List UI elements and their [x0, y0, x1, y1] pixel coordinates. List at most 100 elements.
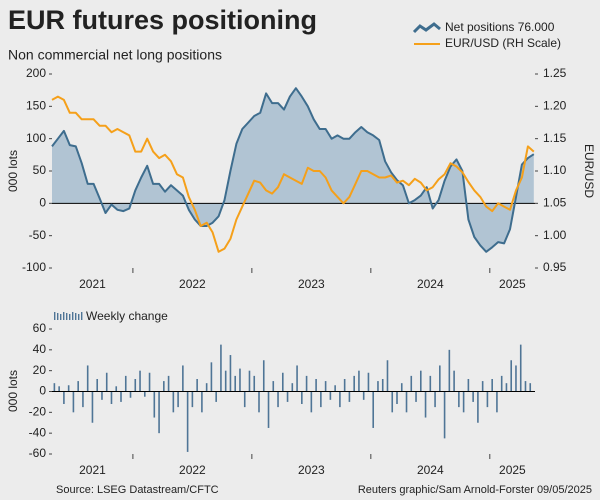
bar — [281, 372, 284, 392]
legend-label: Net positions 76.000 — [445, 20, 555, 34]
bar — [101, 391, 103, 400]
bar — [77, 381, 79, 392]
bar — [439, 365, 441, 392]
y-tick-label: -20 — [29, 405, 47, 419]
bar — [215, 391, 217, 402]
bar — [167, 375, 170, 392]
x-tick-label: 2022 — [179, 277, 206, 291]
y-tick-label: 20 — [33, 363, 47, 377]
bar — [462, 391, 465, 413]
bar — [458, 391, 460, 408]
bar — [105, 372, 108, 392]
bar — [405, 391, 408, 413]
legend-label: EUR/USD (RH Scale) — [445, 36, 561, 50]
bar — [400, 383, 403, 392]
y2-tick-label: 1.05 — [543, 196, 567, 210]
bar — [334, 385, 336, 392]
y2-axis-label: EUR/USD — [582, 144, 596, 198]
bar — [310, 391, 313, 413]
source: Source: LSEG Datastream/CFTC — [56, 484, 219, 496]
y-tick-label: -60 — [29, 446, 47, 460]
legend-swatch — [57, 313, 59, 320]
bar — [324, 381, 327, 392]
chart-title: EUR futures positioning — [8, 5, 317, 35]
bar — [120, 391, 122, 402]
bar — [139, 370, 141, 392]
bar — [163, 381, 165, 392]
bar — [134, 379, 137, 392]
x-tick-label: 2021 — [79, 277, 106, 291]
line — [51, 95, 535, 253]
bar — [429, 375, 432, 392]
bar — [448, 349, 451, 392]
bar — [148, 372, 151, 392]
bar — [115, 386, 118, 392]
bar — [396, 391, 398, 404]
bar — [343, 379, 346, 392]
bar — [362, 391, 365, 400]
bar — [410, 375, 413, 392]
bar — [515, 365, 517, 392]
legend-swatch — [75, 313, 77, 320]
bar — [258, 391, 260, 413]
bar — [91, 391, 94, 423]
bar — [510, 360, 513, 392]
bar — [386, 360, 389, 392]
y-tick-label: 150 — [26, 99, 46, 113]
bar — [129, 391, 132, 398]
bar — [86, 365, 89, 392]
bar — [234, 375, 237, 392]
bar — [320, 391, 322, 408]
bar — [472, 391, 474, 402]
bar — [143, 391, 146, 397]
bar — [124, 375, 127, 392]
x-tick-label: 2023 — [298, 463, 325, 477]
bar — [58, 386, 60, 392]
y-axis-label: 000 lots — [6, 370, 20, 412]
bar — [500, 375, 503, 392]
bar — [486, 391, 489, 408]
bar — [415, 391, 417, 402]
y2-tick-label: 1.00 — [543, 228, 567, 242]
y2-tick-label: 1.20 — [543, 99, 567, 113]
bar — [419, 370, 422, 392]
bar — [96, 379, 99, 392]
legend-swatch — [69, 314, 71, 320]
bar — [110, 391, 113, 404]
bar — [443, 391, 446, 439]
bar — [72, 391, 75, 413]
x-tick-label: 2025 — [499, 463, 526, 477]
bar — [505, 383, 508, 392]
y2-tick-label: 1.25 — [543, 66, 567, 80]
bar — [267, 391, 270, 428]
bar — [158, 391, 160, 434]
bar — [248, 370, 251, 392]
bar — [53, 383, 56, 392]
bar — [186, 391, 189, 452]
bar — [177, 391, 179, 408]
bar — [262, 360, 265, 392]
bar — [291, 383, 294, 392]
legend-swatch — [81, 312, 83, 320]
bar — [191, 391, 194, 408]
bar — [329, 391, 332, 400]
bar — [353, 375, 355, 392]
y-tick-label: 0 — [39, 384, 46, 398]
bar — [434, 391, 436, 408]
legend-swatch — [78, 314, 80, 320]
x-tick-label: 2021 — [79, 463, 106, 477]
legend-swatch — [412, 22, 441, 34]
y-axis-label: 000 lots — [6, 150, 20, 192]
y2-tick-label: 1.15 — [543, 131, 567, 145]
y-tick-label: 40 — [33, 342, 47, 356]
bar — [372, 391, 375, 428]
bar — [339, 391, 341, 408]
y-tick-label: -100 — [22, 260, 46, 274]
bar — [229, 355, 232, 392]
y-tick-label: 100 — [26, 131, 46, 145]
bar — [358, 370, 360, 392]
y-tick-label: -50 — [29, 228, 47, 242]
bar — [182, 365, 184, 392]
bar — [453, 370, 455, 392]
